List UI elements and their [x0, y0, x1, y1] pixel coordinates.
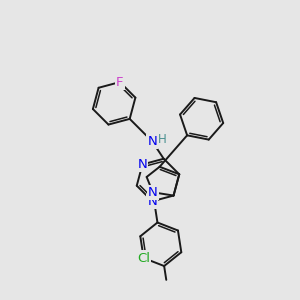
Text: N: N [147, 195, 157, 208]
Text: N: N [147, 135, 157, 148]
Text: Cl: Cl [137, 251, 150, 265]
Text: N: N [138, 158, 147, 171]
Text: N: N [148, 186, 158, 199]
Text: F: F [116, 76, 124, 88]
Text: H: H [158, 133, 167, 146]
